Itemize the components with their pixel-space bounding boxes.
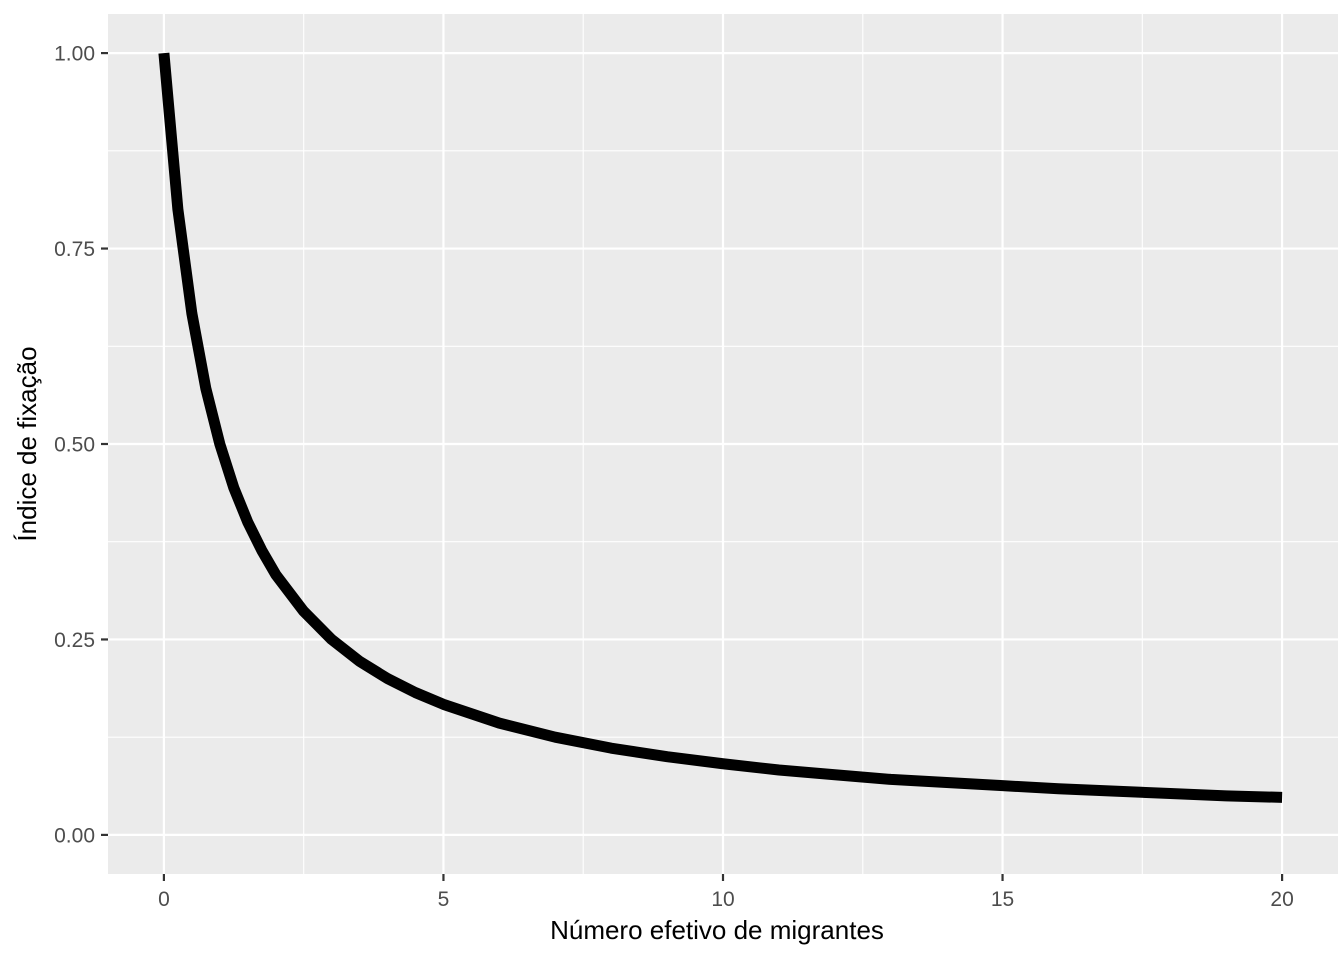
x-tick-label: 15	[991, 888, 1014, 911]
x-tick-label: 5	[438, 888, 450, 911]
y-axis-ticks: 0.00 0.25 0.50 0.75 1.00	[54, 43, 108, 847]
y-tick-label: 0.00	[54, 824, 95, 847]
y-tick-label: 0.75	[54, 238, 95, 261]
y-axis-title: Índice de fixação	[12, 346, 42, 541]
x-tick-label: 0	[158, 888, 170, 911]
y-tick-label: 0.50	[54, 434, 95, 457]
y-tick-label: 0.25	[54, 629, 95, 652]
x-axis-ticks: 0 5 10 15 20	[158, 874, 1294, 911]
x-tick-label: 10	[711, 888, 734, 911]
series-layer	[158, 52, 1283, 803]
major-grid-y	[108, 51, 1338, 837]
series-line	[158, 52, 1283, 803]
x-axis-title: Número efetivo de migrantes	[550, 915, 884, 945]
y-tick-label: 1.00	[54, 43, 95, 66]
x-tick-label: 20	[1270, 888, 1293, 911]
